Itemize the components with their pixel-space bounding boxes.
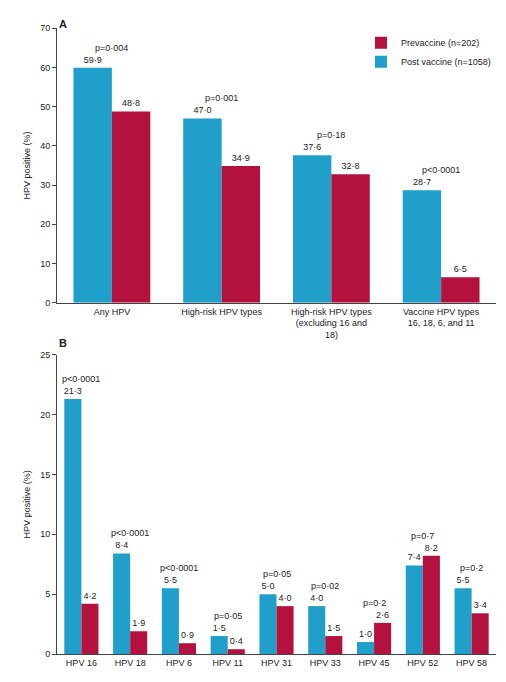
svg-text:0·9: 0·9	[181, 630, 194, 640]
svg-text:28·7: 28·7	[413, 177, 431, 187]
svg-text:5: 5	[45, 589, 50, 599]
svg-text:47·0: 47·0	[193, 105, 211, 115]
svg-text:32·8: 32·8	[342, 161, 360, 171]
svg-text:7·4: 7·4	[408, 552, 421, 562]
svg-text:HPV 45: HPV 45	[359, 658, 390, 668]
svg-text:0: 0	[45, 298, 50, 308]
svg-text:30: 30	[40, 180, 50, 190]
svg-text:1·5: 1·5	[327, 623, 340, 633]
svg-text:High-risk HPV types: High-risk HPV types	[181, 307, 262, 317]
svg-text:0·4: 0·4	[230, 636, 243, 646]
svg-text:p=0·02: p=0·02	[311, 581, 339, 591]
svg-text:6·5: 6·5	[454, 264, 467, 274]
svg-text:5·0: 5·0	[261, 581, 274, 591]
svg-text:21·3: 21·3	[64, 386, 82, 396]
svg-text:B: B	[59, 337, 67, 349]
svg-text:High-risk HPV types(excluding: High-risk HPV types(excluding 16 and18)	[291, 307, 372, 340]
svg-text:Vaccine HPV types16, 18, 6, an: Vaccine HPV types16, 18, 6, and 11	[403, 307, 480, 329]
svg-text:p<0·0001: p<0·0001	[422, 165, 460, 175]
svg-text:1·0: 1·0	[359, 629, 372, 639]
svg-text:HPV 16: HPV 16	[66, 658, 97, 668]
svg-text:p<0·0001: p<0·0001	[160, 563, 198, 573]
svg-text:60: 60	[40, 63, 50, 73]
svg-text:1·5: 1·5	[213, 623, 226, 633]
svg-text:15: 15	[40, 470, 50, 480]
svg-text:p=0·05: p=0·05	[263, 569, 291, 579]
svg-text:p=0·7: p=0·7	[411, 531, 434, 541]
svg-text:3·4: 3·4	[474, 600, 487, 610]
svg-text:25: 25	[40, 350, 50, 360]
svg-text:4·0: 4·0	[310, 593, 323, 603]
svg-text:34·9: 34·9	[232, 153, 250, 163]
svg-text:2·6: 2·6	[376, 610, 389, 620]
svg-text:p=0·05: p=0·05	[214, 611, 242, 621]
svg-text:8·2: 8·2	[425, 543, 438, 553]
svg-text:HPV 52: HPV 52	[407, 658, 438, 668]
svg-text:Prevaccine (n=202): Prevaccine (n=202)	[401, 38, 479, 48]
svg-text:HPV 58: HPV 58	[456, 658, 487, 668]
svg-text:HPV 11: HPV 11	[213, 658, 243, 668]
svg-text:Post vaccine (n=1058): Post vaccine (n=1058)	[401, 57, 491, 67]
svg-text:10: 10	[40, 259, 50, 269]
svg-text:10: 10	[40, 529, 50, 539]
svg-text:5·5: 5·5	[457, 575, 470, 585]
svg-text:HPV positive (%): HPV positive (%)	[22, 131, 32, 199]
svg-text:0: 0	[45, 649, 50, 659]
svg-text:HPV 31: HPV 31	[261, 658, 292, 668]
svg-text:p=0·001: p=0·001	[205, 93, 238, 103]
svg-text:p=0·004: p=0·004	[95, 43, 128, 53]
svg-text:5·5: 5·5	[164, 575, 177, 585]
svg-text:Any HPV: Any HPV	[94, 307, 131, 317]
svg-text:4·2: 4·2	[83, 591, 96, 601]
svg-text:48·8: 48·8	[122, 98, 140, 108]
svg-text:p<0·0001: p<0·0001	[111, 528, 149, 538]
svg-text:70: 70	[40, 23, 50, 33]
svg-text:59·9: 59·9	[84, 55, 102, 65]
svg-text:HPV 18: HPV 18	[115, 658, 146, 668]
svg-text:8·4: 8·4	[115, 540, 128, 550]
svg-text:p<0·0001: p<0·0001	[62, 374, 100, 384]
svg-text:1·9: 1·9	[132, 618, 145, 628]
svg-text:50: 50	[40, 102, 50, 112]
svg-text:p=0·2: p=0·2	[460, 563, 483, 573]
svg-text:p=0·2: p=0·2	[363, 598, 386, 608]
svg-text:4·0: 4·0	[279, 593, 292, 603]
svg-text:20: 20	[40, 410, 50, 420]
svg-text:p=0·18: p=0·18	[317, 130, 345, 140]
svg-text:40: 40	[40, 141, 50, 151]
svg-text:37·6: 37·6	[303, 142, 321, 152]
svg-text:20: 20	[40, 219, 50, 229]
svg-text:A: A	[59, 18, 67, 30]
svg-text:HPV positive (%): HPV positive (%)	[22, 470, 32, 538]
svg-text:HPV 6: HPV 6	[166, 658, 192, 668]
svg-text:HPV 33: HPV 33	[310, 658, 341, 668]
